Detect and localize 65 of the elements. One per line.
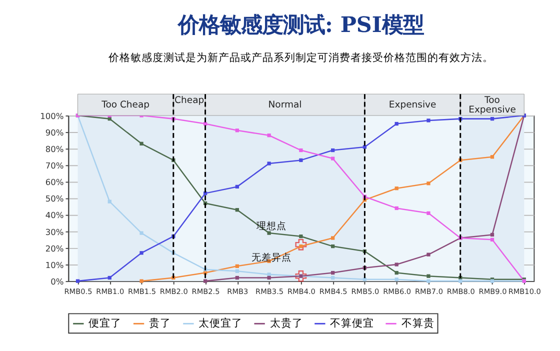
point: [235, 208, 239, 212]
y-tick-label: 0%: [50, 276, 64, 286]
point: [235, 276, 239, 280]
point: [203, 279, 208, 283]
point: [490, 238, 494, 242]
legend-label: 不算便宜: [330, 316, 374, 330]
point: [235, 269, 239, 273]
point: [267, 162, 271, 166]
y-tick-label: 90%: [45, 127, 64, 138]
legend-label: 便宜了: [88, 316, 122, 330]
point: [394, 186, 398, 190]
y-tick-label: 80%: [45, 144, 64, 154]
y-tick-label: 60%: [45, 177, 64, 188]
point: [235, 264, 239, 268]
point: [108, 200, 112, 204]
y-tick-label: 30%: [45, 226, 64, 237]
band-label: Cheap: [174, 94, 204, 106]
band-label: Too Expensive: [468, 94, 516, 116]
point: [140, 142, 144, 146]
point: [235, 128, 239, 132]
point: [299, 158, 303, 162]
point: [331, 270, 335, 275]
band-label: Normal: [268, 100, 302, 111]
point: [235, 184, 239, 189]
legend-label: 不算贵: [401, 316, 434, 330]
band-label: Expensive: [388, 100, 436, 111]
y-tick-label: 70%: [45, 160, 64, 171]
point: [299, 148, 303, 152]
point: [331, 148, 335, 152]
legend-label: 贵了: [149, 316, 172, 330]
point: [394, 262, 398, 266]
legend-label: 太贵了: [270, 316, 303, 330]
y-tick-label: 40%: [45, 210, 64, 220]
point: [108, 276, 112, 280]
point: [490, 155, 494, 159]
point: [426, 182, 430, 186]
point: [426, 211, 430, 216]
y-tick-label: 20%: [45, 243, 64, 254]
point: [490, 116, 494, 121]
point: [394, 122, 398, 126]
point: [140, 231, 144, 235]
y-tick-label: 100%: [40, 110, 64, 121]
point: [331, 156, 335, 160]
point: [426, 274, 430, 278]
point: [490, 232, 494, 237]
band-label: Too Cheap: [100, 100, 150, 111]
point: [331, 276, 335, 280]
point: [426, 252, 430, 256]
point: [331, 236, 335, 240]
point: [267, 276, 271, 280]
point: [140, 251, 144, 255]
y-tick-label: 50%: [45, 194, 64, 204]
point: [267, 272, 271, 276]
point: [267, 231, 271, 235]
point: [394, 270, 398, 275]
y-tick-label: 10%: [45, 260, 64, 270]
chart-subtitle: 价格敏感度测试是为新产品或产品系列制定可消费者接受价格范围的有效方法。: [107, 51, 494, 64]
point: [267, 134, 271, 138]
legend-label: 太便宜了: [198, 316, 243, 330]
point: [331, 244, 335, 248]
point: [426, 118, 430, 122]
point: [394, 206, 398, 210]
point: [299, 234, 303, 238]
point: [394, 278, 398, 282]
chart-title: 价格敏感度测试: PSI模型: [176, 12, 424, 38]
